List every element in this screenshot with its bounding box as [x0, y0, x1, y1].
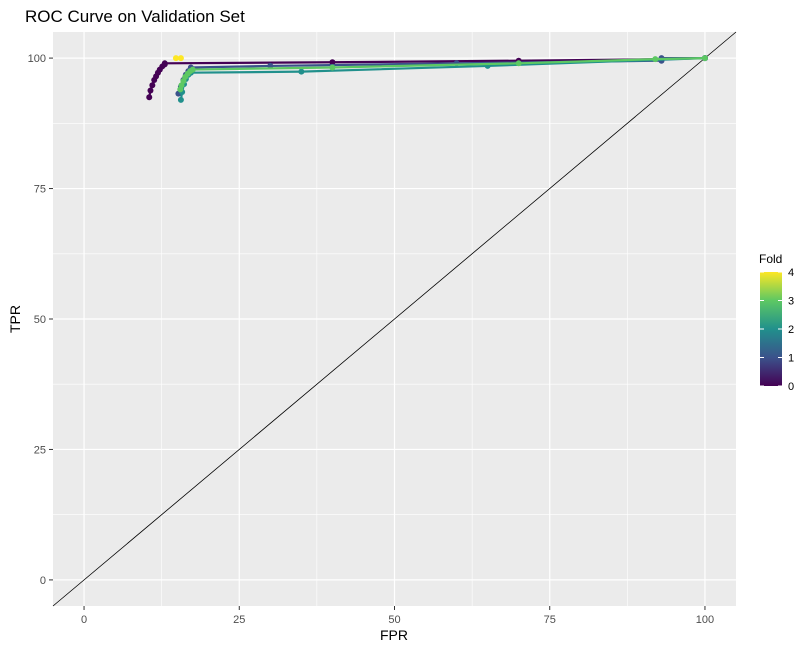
diagonal-reference-line: [52, 31, 737, 607]
chart-title: ROC Curve on Validation Set: [25, 7, 245, 26]
legend-tick-label: 4: [788, 267, 794, 279]
series-point: [172, 55, 179, 62]
y-axis-title: TPR: [7, 305, 23, 333]
series-point: [177, 55, 184, 62]
series-point: [177, 96, 184, 103]
series-point: [147, 87, 154, 94]
series-point: [189, 66, 196, 73]
legend-ticks: 0 1 2 3 4: [760, 267, 794, 393]
y-tick-label: 0: [40, 575, 46, 587]
series-point: [329, 64, 336, 71]
legend-tick-label: 2: [788, 324, 794, 336]
series-point: [146, 94, 153, 101]
series-point: [701, 55, 708, 62]
legend-title: Fold: [759, 252, 782, 266]
y-tick-label: 75: [34, 184, 46, 196]
y-tick-label: 100: [28, 53, 46, 65]
series-point: [652, 56, 659, 63]
series-layer: [146, 55, 708, 103]
x-axis-ticks: 0 25 50 75 100: [81, 606, 714, 626]
series-point: [329, 59, 336, 66]
x-axis-title: FPR: [380, 627, 408, 643]
series-fold-4: [172, 55, 184, 62]
legend-tick-label: 3: [788, 296, 794, 308]
legend: Fold 0 1 2 3 4: [759, 252, 794, 393]
legend-tick-label: 1: [788, 353, 794, 365]
legend-tick-label: 0: [788, 381, 794, 393]
series-fold-3: [177, 55, 708, 93]
legend-colorbar: [760, 272, 782, 386]
series-point: [149, 82, 156, 89]
plot-area: [52, 31, 737, 607]
x-tick-label: 75: [544, 614, 556, 626]
x-tick-label: 0: [81, 614, 87, 626]
x-tick-label: 50: [388, 614, 400, 626]
series-point: [298, 68, 305, 75]
x-tick-label: 25: [233, 614, 245, 626]
y-tick-label: 50: [34, 314, 46, 326]
y-tick-label: 25: [34, 444, 46, 456]
x-tick-label: 100: [696, 614, 714, 626]
y-axis-ticks: 0 25 50 75 100: [28, 53, 53, 587]
series-point: [515, 60, 522, 67]
series-point: [161, 60, 168, 67]
